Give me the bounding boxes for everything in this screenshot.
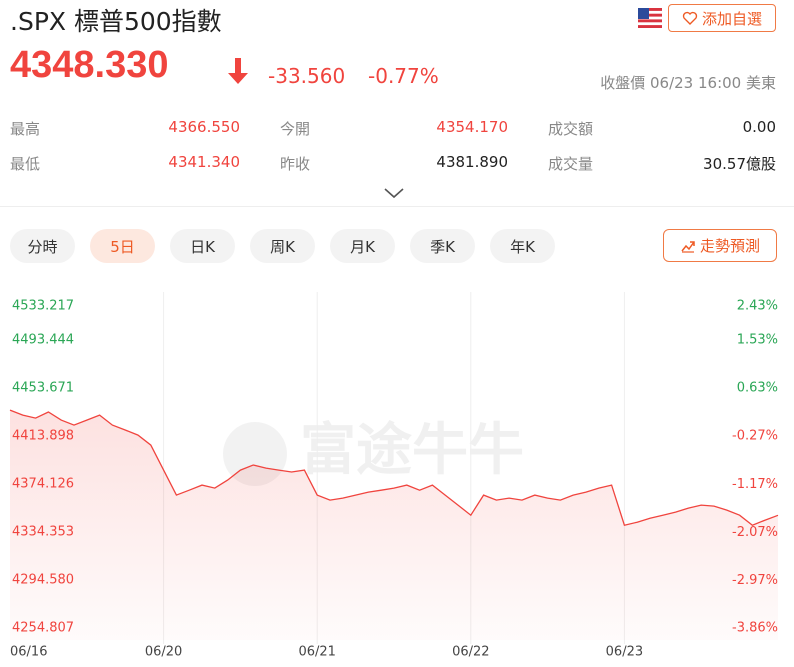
y2-tick-label: -2.07% bbox=[732, 525, 778, 540]
stat-value: 30.57億股 bbox=[703, 155, 776, 173]
change-percent: -0.77% bbox=[368, 64, 439, 88]
watch-button[interactable]: 添加自選 bbox=[668, 4, 776, 32]
watermark: 富途牛牛 bbox=[300, 418, 524, 483]
price-line bbox=[9, 409, 779, 526]
stat-label: 成交額 bbox=[548, 120, 594, 138]
y-tick-label: 4334.353 bbox=[12, 525, 74, 540]
y2-tick-label: 2.43% bbox=[737, 299, 778, 314]
tab[interactable]: 5日 bbox=[90, 229, 155, 263]
title: .SPX 標普500指數 bbox=[10, 7, 222, 36]
y2-tick-label: -0.27% bbox=[732, 429, 778, 444]
market-status: 收盤價 06/23 16:00 美東 bbox=[600, 74, 776, 92]
y-tick-label: 4533.217 bbox=[12, 299, 74, 314]
tab[interactable]: 月K bbox=[330, 229, 395, 263]
area bbox=[10, 410, 778, 640]
x-tick-label: 06/22 bbox=[452, 645, 489, 660]
stat-label: 昨收 bbox=[280, 155, 311, 173]
price: 4348.330 bbox=[10, 44, 169, 86]
x-tick-label: 06/16 bbox=[10, 645, 47, 660]
tab[interactable]: 年K bbox=[490, 229, 555, 263]
y-tick-label: 4413.898 bbox=[12, 429, 74, 444]
stat-value: 4341.340 bbox=[168, 153, 240, 171]
predict-label: 走勢預測 bbox=[699, 237, 760, 255]
tab[interactable]: 周K bbox=[250, 229, 315, 263]
y-tick-label: 4374.126 bbox=[12, 477, 74, 492]
stat-value: 4354.170 bbox=[436, 118, 508, 136]
tab[interactable]: 分時 bbox=[10, 229, 75, 263]
y-tick-label: 4254.807 bbox=[12, 621, 74, 636]
stat-label: 最高 bbox=[10, 120, 41, 138]
chart: 富途牛牛 06/16 06/20 06/21 06/22 06/23 4533.217 449… bbox=[9, 292, 779, 660]
y2-tick-label: -3.86% bbox=[732, 620, 778, 635]
y-tick-label: 4294.580 bbox=[12, 573, 74, 588]
x-tick-label: 06/20 bbox=[145, 645, 182, 660]
stat-label: 最低 bbox=[10, 155, 41, 173]
y2-tick-label: 1.53% bbox=[737, 333, 778, 348]
stat-value: 4381.890 bbox=[436, 153, 508, 171]
stat-label: 今開 bbox=[280, 120, 311, 138]
stat-label: 成交量 bbox=[548, 155, 594, 173]
down-arrow bbox=[228, 58, 248, 84]
tab[interactable]: 季K bbox=[410, 229, 475, 263]
divider bbox=[0, 206, 794, 207]
tab[interactable]: 日K bbox=[170, 229, 235, 263]
y-tick-label: 4493.444 bbox=[12, 333, 74, 348]
heart-icon bbox=[682, 11, 698, 25]
watch-label: 添加自選 bbox=[701, 9, 762, 28]
change: -33.560 bbox=[268, 64, 346, 88]
predict-button[interactable]: 走勢預測 bbox=[663, 229, 777, 262]
expand-chevron[interactable] bbox=[383, 186, 405, 200]
stat-value: 4366.550 bbox=[168, 118, 240, 136]
stat-value: 0.00 bbox=[742, 118, 776, 136]
x-tick-label: 06/23 bbox=[606, 645, 643, 660]
y2-tick-label: -1.17% bbox=[732, 477, 778, 492]
y-tick-label: 4453.671 bbox=[12, 381, 74, 396]
y2-tick-label: -2.97% bbox=[732, 573, 778, 588]
y2-tick-label: 0.63% bbox=[737, 381, 778, 396]
trend-icon bbox=[681, 240, 695, 253]
x-tick-label: 06/21 bbox=[298, 645, 335, 660]
us-flag bbox=[638, 8, 662, 28]
